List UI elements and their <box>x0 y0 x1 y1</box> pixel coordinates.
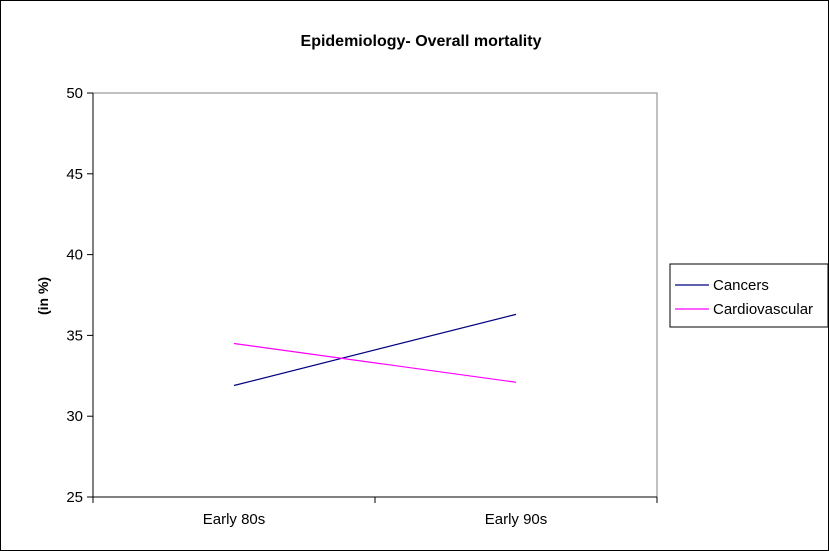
chart-title: Epidemiology- Overall mortality <box>301 33 542 50</box>
y-tick-label: 30 <box>66 408 83 425</box>
series-line-cardiovascular <box>233 342 517 383</box>
y-tick-label: 40 <box>66 247 83 264</box>
legend-label: Cardiovascular <box>713 301 813 318</box>
y-tick-label: 35 <box>66 327 83 344</box>
series-line-cancers <box>233 313 517 387</box>
legend: Cancers Cardiovascular <box>669 263 828 328</box>
x-tick-label: Early 90s <box>485 511 548 528</box>
series-lines <box>233 313 517 387</box>
y-tick-label: 25 <box>66 489 83 506</box>
y-tick-label: 45 <box>66 166 83 183</box>
y-axis: 25 30 35 40 45 50 <box>66 85 94 506</box>
y-tick-label: 50 <box>66 85 83 102</box>
legend-box <box>669 263 828 328</box>
y-axis-label: (in %) <box>35 277 51 315</box>
x-axis: Early 80s Early 90s <box>92 496 658 528</box>
x-tick-label: Early 80s <box>203 511 266 528</box>
legend-label: Cancers <box>713 277 769 294</box>
plot-area <box>92 92 658 498</box>
